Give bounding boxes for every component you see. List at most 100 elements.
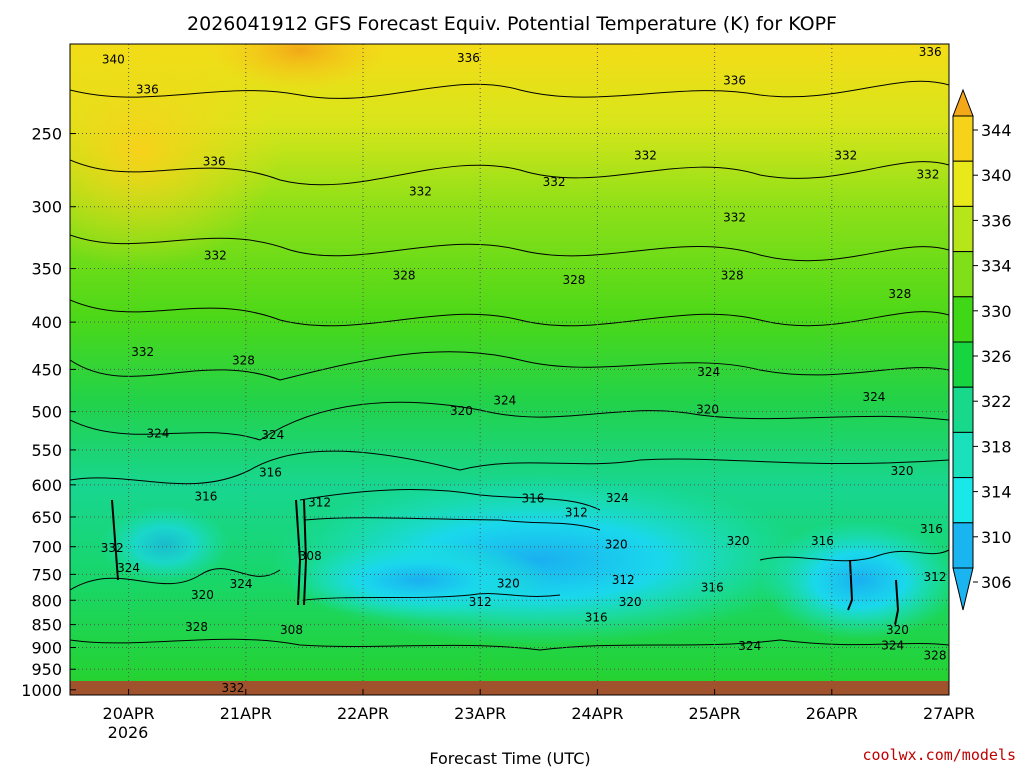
contour-label: 328 bbox=[924, 648, 947, 662]
contour-label: 324 bbox=[606, 491, 629, 505]
contour-label: 320 bbox=[450, 404, 473, 418]
contour-label: 316 bbox=[920, 522, 943, 536]
y-tick-label: 850 bbox=[31, 616, 62, 635]
colorbar-segment bbox=[952, 341, 974, 388]
contour-label: 316 bbox=[194, 490, 217, 504]
cold-region-right bbox=[760, 520, 949, 640]
colorbar-segment bbox=[952, 296, 974, 343]
y-tick-label: 1000 bbox=[21, 681, 62, 700]
colorbar-segment bbox=[952, 522, 974, 569]
colorbar: 344 340 336 334 330 326 322 318 314 310 306 bbox=[952, 88, 1012, 611]
contour-label: 336 bbox=[919, 45, 942, 59]
x-tick-label: 27APR bbox=[923, 704, 975, 723]
contour-label: 312 bbox=[924, 570, 947, 584]
contour-label: 328 bbox=[232, 353, 255, 367]
y-tick-label: 550 bbox=[31, 441, 62, 460]
contour-label: 320 bbox=[605, 537, 628, 551]
contour-label: 324 bbox=[738, 639, 761, 653]
contour-label: 332 bbox=[916, 168, 939, 182]
colorbar-label: 314 bbox=[981, 483, 1012, 502]
warm-region-left bbox=[70, 44, 280, 270]
plot-field bbox=[70, 44, 949, 695]
contour-label: 332 bbox=[204, 249, 227, 263]
contour-label: 324 bbox=[261, 428, 284, 442]
contour-label: 336 bbox=[457, 51, 480, 65]
contour-label: 328 bbox=[563, 273, 586, 287]
y-tick-label: 950 bbox=[31, 660, 62, 679]
contour-label: 320 bbox=[727, 534, 750, 548]
y-tick-label: 300 bbox=[31, 198, 62, 217]
contour-label: 316 bbox=[701, 581, 724, 595]
colorbar-segment bbox=[952, 431, 974, 479]
contour-label: 312 bbox=[469, 595, 492, 609]
y-tick-label: 800 bbox=[31, 591, 62, 610]
contour-label: 340 bbox=[102, 53, 125, 67]
y-tick-label: 350 bbox=[31, 260, 62, 279]
colorbar-label: 336 bbox=[981, 211, 1012, 230]
contour-lines bbox=[70, 80, 949, 651]
colorbar-label: 318 bbox=[981, 437, 1012, 456]
contour-label: 332 bbox=[409, 185, 432, 199]
contour-label: 320 bbox=[619, 595, 642, 609]
contour-label: 336 bbox=[203, 154, 226, 168]
y-tick-label: 600 bbox=[31, 476, 62, 495]
colorbar-label: 334 bbox=[981, 257, 1012, 276]
contour-label: 320 bbox=[891, 464, 914, 478]
colorbar-label: 330 bbox=[981, 302, 1012, 321]
x-tick-label: 22APR bbox=[337, 704, 389, 723]
contour-label: 320 bbox=[191, 588, 214, 602]
contour-label: 324 bbox=[493, 393, 516, 407]
y-axis: 250 300 350 400 450 500 550 600 650 700 750 800 850 9… bbox=[21, 125, 76, 700]
contour-label: 316 bbox=[259, 466, 282, 480]
contour-label: 328 bbox=[721, 268, 744, 282]
contour-label: 324 bbox=[230, 577, 253, 591]
contour-label: 312 bbox=[565, 506, 588, 520]
contour-label: 324 bbox=[146, 427, 169, 441]
grid-horizontal bbox=[70, 133, 949, 691]
x-tick-label: 25APR bbox=[689, 704, 741, 723]
chart-title: 2026041912 GFS Forecast Equiv. Potential… bbox=[187, 13, 837, 35]
y-tick-label: 400 bbox=[31, 313, 62, 332]
ground-strip bbox=[70, 681, 949, 695]
colorbar-label: 326 bbox=[981, 347, 1012, 366]
contour-label: 308 bbox=[280, 623, 303, 637]
contour-label: 328 bbox=[888, 287, 911, 301]
contour-label: 316 bbox=[521, 492, 544, 506]
colorbar-label: 306 bbox=[981, 573, 1012, 592]
y-tick-label: 750 bbox=[31, 565, 62, 584]
colorbar-label: 310 bbox=[981, 528, 1012, 547]
contour-label: 332 bbox=[723, 210, 746, 224]
contour-label: 332 bbox=[101, 541, 124, 555]
contour-label: 332 bbox=[221, 681, 244, 695]
contour-label: 320 bbox=[696, 402, 719, 416]
colorbar-arrow-top bbox=[952, 88, 974, 117]
colorbar-segment bbox=[952, 477, 974, 524]
contour-label: 332 bbox=[834, 148, 857, 162]
x-axis-label: Forecast Time (UTC) bbox=[429, 749, 590, 768]
x-tick-label: 24APR bbox=[571, 704, 623, 723]
colorbar-label: 322 bbox=[981, 392, 1012, 411]
y-tick-label: 900 bbox=[31, 639, 62, 658]
y-tick-label: 650 bbox=[31, 508, 62, 527]
colorbar-segment bbox=[952, 205, 974, 253]
contour-label: 316 bbox=[585, 610, 608, 624]
contour-label: 336 bbox=[723, 73, 746, 87]
contour-label: 320 bbox=[497, 576, 520, 590]
contour-label: 332 bbox=[634, 148, 657, 162]
contour-label: 328 bbox=[393, 268, 416, 282]
y-tick-label: 250 bbox=[31, 125, 62, 144]
contour-label: 336 bbox=[136, 82, 159, 96]
contour-label: 324 bbox=[117, 561, 140, 575]
contour-label: 328 bbox=[185, 620, 208, 634]
y-tick-label: 500 bbox=[31, 403, 62, 422]
x-tick-label: 23APR bbox=[454, 704, 506, 723]
cold-region-left bbox=[100, 505, 230, 585]
colorbar-segment bbox=[952, 386, 974, 433]
colorbar-label: 344 bbox=[981, 121, 1012, 140]
colorbar-segment bbox=[952, 115, 974, 162]
contour-labels: 340 336 336 332 332 328 324 316 332 324 320 324 328 3… bbox=[101, 45, 947, 695]
contour-label: 324 bbox=[697, 365, 720, 379]
x-tick-label: 21APR bbox=[220, 704, 272, 723]
x-tick-label: 20APR bbox=[103, 704, 155, 723]
